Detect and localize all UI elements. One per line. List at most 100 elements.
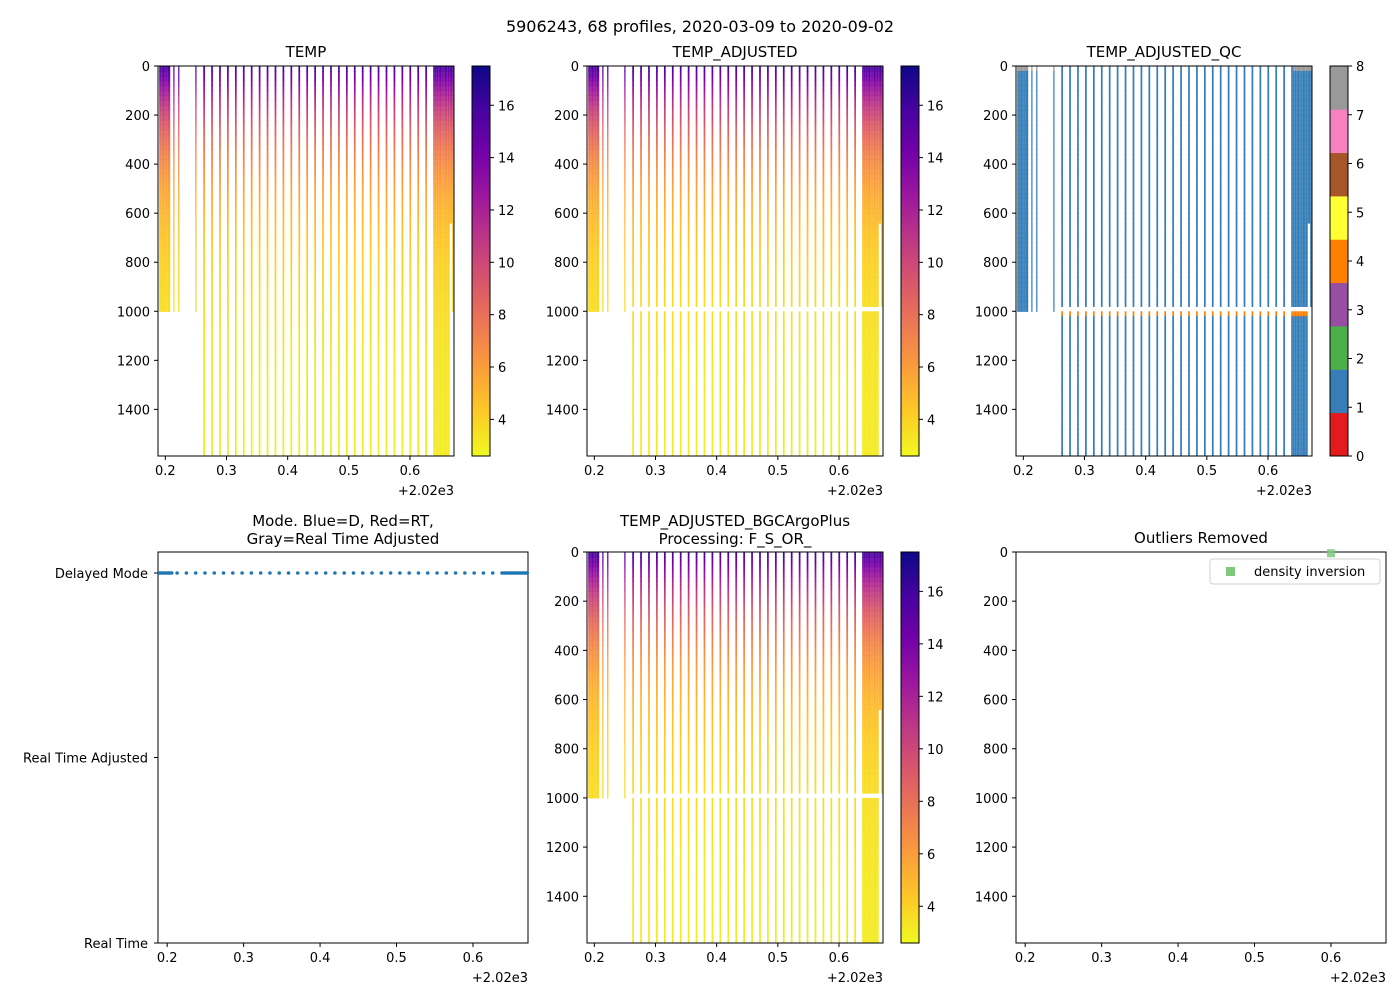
temp-cell	[167, 203, 170, 209]
temp-cell	[219, 154, 221, 160]
temp-cell	[322, 311, 324, 317]
temp-cell	[166, 208, 168, 214]
temp_adj-cell	[624, 306, 626, 312]
temp_adj-cell	[594, 129, 596, 136]
temp-cell	[282, 70, 285, 77]
temp-cell	[369, 90, 372, 97]
temp-cell	[441, 409, 443, 415]
temp_adj-cell	[589, 281, 591, 288]
temp_adj-cell	[594, 115, 596, 121]
temp-cell	[425, 139, 427, 146]
temp-cell	[330, 419, 332, 425]
temp-cell	[306, 70, 309, 77]
temp-cell	[393, 247, 396, 254]
temp-cell	[166, 178, 168, 185]
temp_adj-cell	[640, 296, 642, 303]
temp-cell	[167, 252, 170, 258]
temp_adj-cell	[589, 115, 591, 121]
temp-cell	[425, 110, 427, 116]
temp_adj-cell	[596, 100, 599, 106]
temp-cell	[435, 193, 437, 200]
temp_adj-cell	[598, 296, 600, 303]
temp-cell	[266, 433, 269, 440]
temp-cell	[250, 164, 253, 170]
temp-cell	[242, 85, 245, 92]
temp_adj-cell	[596, 252, 599, 258]
temp-cell	[441, 345, 443, 352]
temp-cell	[353, 340, 356, 347]
temp-cell	[290, 164, 293, 170]
temp-cell	[266, 272, 269, 278]
temp-cell	[203, 85, 205, 92]
temp-cell	[438, 394, 440, 401]
temp-cell	[227, 149, 229, 155]
temp-cell	[322, 424, 324, 430]
temp_adj-cell	[594, 173, 596, 180]
temp-cell	[417, 419, 420, 425]
temp-cell	[437, 198, 439, 204]
temp-cell	[322, 365, 324, 371]
temp-cell	[169, 257, 171, 263]
temp-cell	[330, 326, 332, 332]
temp-cell	[250, 203, 253, 209]
temp-cell	[436, 306, 438, 312]
temp-cell	[439, 129, 442, 136]
temp-cell	[436, 384, 438, 391]
temp-cell	[393, 291, 396, 298]
temp-cell	[164, 134, 166, 141]
temp-cell	[437, 66, 439, 72]
temp-cell	[164, 183, 166, 190]
temp-cell	[322, 149, 324, 155]
temp-cell	[314, 110, 316, 116]
temp-cell	[242, 237, 245, 244]
temp-cell	[211, 213, 213, 219]
temp-cell	[227, 222, 229, 229]
temp-cell	[322, 306, 324, 312]
temp-cell	[409, 350, 412, 357]
temp-cell	[290, 173, 293, 180]
temp-cell	[250, 129, 253, 136]
temp-cell	[166, 218, 168, 224]
temp-cell	[178, 115, 180, 121]
temp-cell	[393, 429, 396, 435]
temp-cell	[439, 242, 442, 249]
temp_adj-cell	[624, 90, 626, 97]
temp_adj-cell	[598, 134, 600, 141]
temp-cell	[274, 404, 277, 410]
temp_adj-cell	[624, 119, 626, 126]
temp-cell	[165, 281, 167, 288]
temp-cell	[436, 237, 438, 244]
temp-cell	[345, 208, 348, 214]
temp-cell	[369, 95, 372, 101]
temp-cell	[425, 330, 427, 337]
temp_adj-cell	[590, 237, 592, 244]
temp-cell	[345, 429, 348, 435]
temp-cell	[433, 85, 435, 92]
temp-cell	[274, 198, 277, 204]
temp_adj-cell	[595, 267, 597, 273]
temp_adj-cell	[593, 134, 595, 141]
temp-cell	[435, 340, 437, 347]
temp-cell	[162, 252, 165, 258]
temp-cell	[377, 242, 380, 249]
temp-cell	[306, 119, 309, 126]
temp-cell	[203, 453, 205, 456]
temp-cell	[219, 149, 221, 155]
temp-cell	[227, 286, 229, 293]
temp-cell	[438, 340, 440, 347]
temp-cell	[178, 90, 180, 97]
temp-cell	[266, 379, 269, 386]
temp-cell	[448, 335, 450, 342]
temp-cell	[441, 360, 443, 366]
temp-cell	[446, 203, 448, 209]
temp-cell	[211, 149, 213, 155]
temp-cell	[438, 188, 440, 195]
temp-cell	[437, 247, 439, 254]
temp-cell	[338, 110, 340, 116]
temp_adj-cell	[632, 429, 634, 435]
temp-cell	[227, 95, 229, 101]
temp-cell	[446, 124, 448, 131]
temp-cell	[444, 375, 447, 381]
temp-cell	[338, 105, 340, 111]
temp-cell	[438, 85, 440, 92]
